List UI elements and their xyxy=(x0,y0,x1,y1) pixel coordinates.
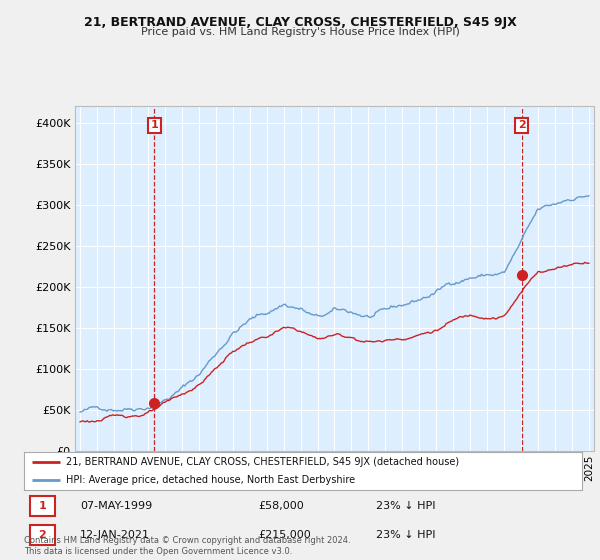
Text: HPI: Average price, detached house, North East Derbyshire: HPI: Average price, detached house, Nort… xyxy=(66,475,355,486)
Text: 2: 2 xyxy=(518,120,526,130)
Text: Price paid vs. HM Land Registry's House Price Index (HPI): Price paid vs. HM Land Registry's House … xyxy=(140,27,460,37)
Text: 21, BERTRAND AVENUE, CLAY CROSS, CHESTERFIELD, S45 9JX (detached house): 21, BERTRAND AVENUE, CLAY CROSS, CHESTER… xyxy=(66,457,459,467)
Text: 23% ↓ HPI: 23% ↓ HPI xyxy=(376,530,435,540)
Text: Contains HM Land Registry data © Crown copyright and database right 2024.
This d: Contains HM Land Registry data © Crown c… xyxy=(24,536,350,556)
Text: £215,000: £215,000 xyxy=(259,530,311,540)
Text: 1: 1 xyxy=(38,501,46,511)
FancyBboxPatch shape xyxy=(29,525,55,545)
Text: 07-MAY-1999: 07-MAY-1999 xyxy=(80,501,152,511)
Text: 21, BERTRAND AVENUE, CLAY CROSS, CHESTERFIELD, S45 9JX: 21, BERTRAND AVENUE, CLAY CROSS, CHESTER… xyxy=(83,16,517,29)
FancyBboxPatch shape xyxy=(29,496,55,516)
Text: 12-JAN-2021: 12-JAN-2021 xyxy=(80,530,150,540)
Text: £58,000: £58,000 xyxy=(259,501,304,511)
Text: 23% ↓ HPI: 23% ↓ HPI xyxy=(376,501,435,511)
Text: 1: 1 xyxy=(151,120,158,130)
Text: 2: 2 xyxy=(38,530,46,540)
